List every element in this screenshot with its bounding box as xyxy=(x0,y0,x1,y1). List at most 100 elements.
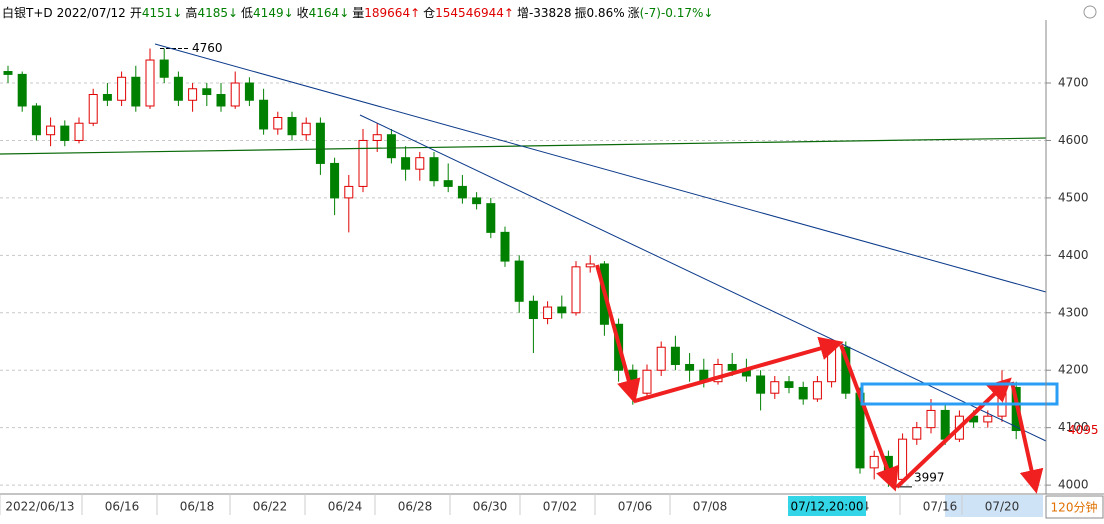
arrow xyxy=(839,344,899,492)
candle-body xyxy=(358,139,368,187)
date: 2022/07/12 xyxy=(57,6,126,20)
candle-body xyxy=(926,409,936,429)
y-tick-label: 4700 xyxy=(1058,76,1089,90)
high-label: 4760 xyxy=(192,41,223,55)
field-value: 4149↓ xyxy=(253,6,294,20)
candle-body xyxy=(798,386,808,400)
field-label: 高 xyxy=(185,5,197,20)
x-tick-label: 06/22 xyxy=(253,500,288,514)
arrow xyxy=(1010,381,1044,494)
x-tick-label: 07/02 xyxy=(543,500,578,514)
candle-body xyxy=(713,363,723,383)
candle-body xyxy=(940,409,950,440)
candle-body xyxy=(486,203,496,233)
candle-body xyxy=(415,157,425,170)
y-tick-label: 4000 xyxy=(1058,478,1089,492)
arrows xyxy=(595,264,1044,494)
y-tick-label: 4100 xyxy=(1058,420,1089,434)
title: 白银T+D xyxy=(2,5,53,20)
field-label: 仓 xyxy=(423,6,435,20)
field-value: 4185↓ xyxy=(197,6,238,20)
field-value: (-7)-0.17%↓ xyxy=(640,6,714,20)
field-value: 154546944↑ xyxy=(435,6,514,20)
x-tick-label: 07/20 xyxy=(985,500,1020,514)
candle-body xyxy=(685,363,695,371)
candle-body xyxy=(145,59,155,107)
candle-body xyxy=(344,185,354,199)
range-highlight xyxy=(945,495,1043,517)
field-label: 量 xyxy=(352,6,364,20)
field-label: 振 xyxy=(574,6,586,20)
candle-body xyxy=(372,134,382,141)
candle-body xyxy=(330,162,340,199)
candle-body xyxy=(571,266,581,314)
candle-body xyxy=(983,415,993,423)
field-label: 低 xyxy=(241,6,253,20)
candle-body xyxy=(60,125,70,141)
candle-body xyxy=(301,122,311,136)
candle-body xyxy=(528,300,538,320)
candle-body xyxy=(386,134,396,159)
candle-body xyxy=(259,99,269,130)
candle-body xyxy=(74,122,84,141)
trend-line xyxy=(359,114,1047,442)
x-tick-label: 07/08 xyxy=(693,500,728,514)
candle-body xyxy=(287,116,297,136)
arrow xyxy=(895,377,1012,489)
highlight-box xyxy=(860,382,1059,406)
header: 白银T+D 2022/07/12 开4151↓ 高4185↓ 低4149↓ 收4164↓ 量… xyxy=(2,5,713,20)
x-tick-label: 06/28 xyxy=(398,500,433,514)
y-tick-label: 4500 xyxy=(1058,190,1089,204)
last-price: 4095 xyxy=(1068,423,1099,437)
candle-body xyxy=(173,76,183,101)
candle-body xyxy=(230,82,240,107)
period: 120分钟 xyxy=(1051,500,1098,515)
field-label: 涨 xyxy=(628,5,640,20)
candle-body xyxy=(315,122,325,164)
candle-body xyxy=(557,306,567,314)
candle-body xyxy=(131,76,141,107)
y-tick-label: 4600 xyxy=(1058,133,1089,147)
field-value: 4164↓ xyxy=(309,6,350,20)
x-tick-label: 06/18 xyxy=(180,500,215,514)
candle-body xyxy=(102,94,112,101)
candle-body xyxy=(273,116,283,130)
field-value: 189664↑ xyxy=(364,6,420,20)
candle-body xyxy=(202,88,212,96)
period-box xyxy=(1045,495,1104,519)
x-tick-label: 07/06 xyxy=(618,500,653,514)
candle-body xyxy=(670,346,680,365)
trend-lines xyxy=(0,43,1047,442)
field-value: -33828 xyxy=(529,6,572,20)
candle-body xyxy=(429,157,439,182)
candle-body xyxy=(88,94,98,124)
field-label: 增 xyxy=(517,6,529,20)
candle-body xyxy=(188,88,198,101)
y-tick-label: 4200 xyxy=(1058,363,1089,377)
x-tick-label: 06/24 xyxy=(328,500,363,514)
y-tick-label: 4300 xyxy=(1058,305,1089,319)
x-tick-label: 06/30 xyxy=(473,500,508,514)
candle-body xyxy=(784,381,794,388)
candle-body xyxy=(17,73,27,107)
candle-body xyxy=(656,346,666,371)
candle-body xyxy=(159,59,169,78)
cursor-label: 07/12,20:00 xyxy=(791,500,864,514)
candle-body xyxy=(31,105,41,136)
candle-body xyxy=(244,82,254,101)
candle-body xyxy=(457,185,467,199)
x-tick-label: 07/16 xyxy=(923,500,958,514)
x-tick-label: 2022/06/13 xyxy=(5,500,74,514)
candle-body xyxy=(46,125,56,136)
field-value: 0.86% xyxy=(586,6,624,20)
candle-body xyxy=(585,263,595,268)
candle-body xyxy=(3,71,13,75)
cursor-box xyxy=(788,496,866,516)
candle-body xyxy=(898,438,908,480)
candle-body xyxy=(401,157,411,170)
arrow xyxy=(595,264,641,404)
settings-icon[interactable] xyxy=(1083,5,1097,19)
candle-body xyxy=(727,363,737,371)
